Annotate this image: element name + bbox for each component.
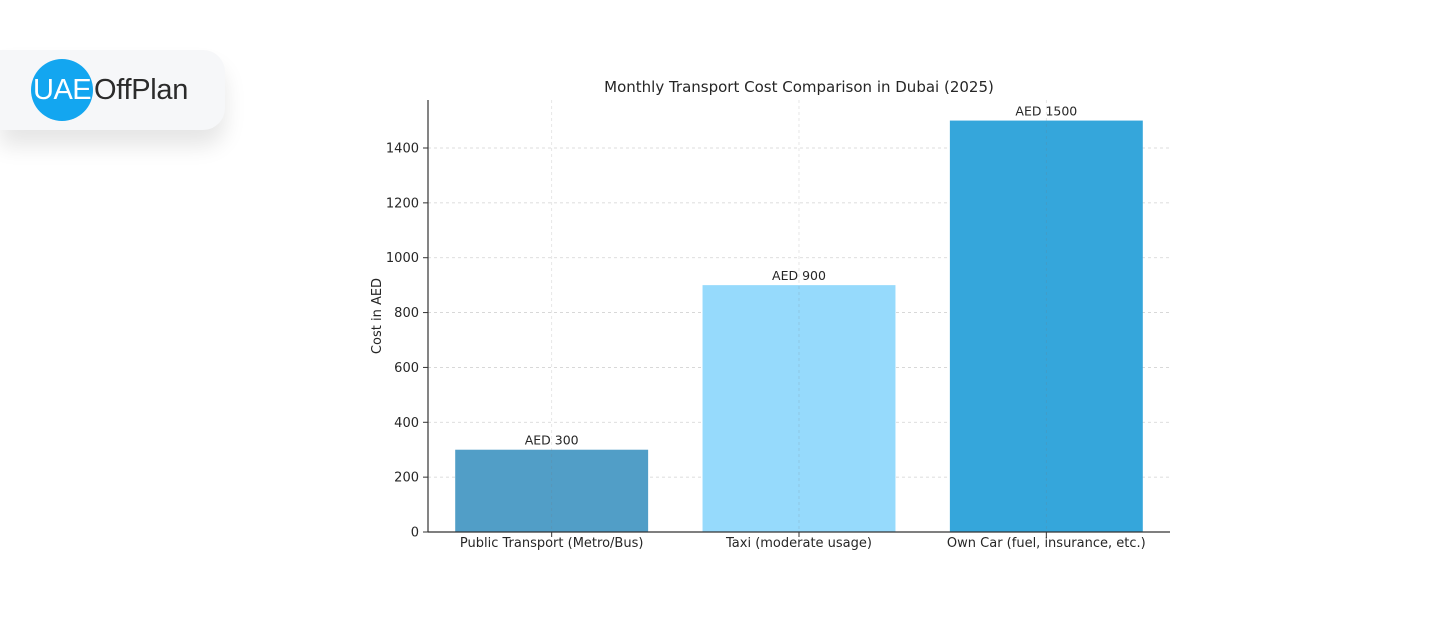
y-axis-label: Cost in AED [370,278,385,354]
y-tick-label: 400 [394,416,419,431]
axes [423,100,1170,537]
bar-data-label: AED 900 [772,268,826,283]
logo-text-offplan: OffPlan [94,74,189,106]
y-tick-label: 600 [394,361,419,376]
x-tick-label: Own Car (fuel, insurance, etc.) [947,536,1146,551]
logo-text-uae: UAE [33,74,92,106]
bar [949,120,1143,533]
y-tick-label: 1200 [386,196,419,211]
y-tick-label: 1000 [386,251,419,266]
y-tick-label: 200 [394,471,419,486]
x-tick-label: Taxi (moderate usage) [725,536,872,551]
bar-data-label: AED 300 [525,433,579,448]
vertical-grid-lines [551,100,1047,532]
bar [702,285,896,532]
logo-circle-icon [31,59,93,121]
labels: 0 200 400 600 800 1000 1200 1400 Public Transpor… [386,104,1146,551]
y-tick-label: 1400 [386,142,419,157]
bar [455,449,649,532]
chart-title: Monthly Transport Cost Comparison in Dub… [604,78,994,96]
y-tick-label: 800 [394,306,419,321]
x-tick-label: Public Transport (Metro/Bus) [460,536,644,551]
y-tick-label: 0 [411,526,419,541]
brand-logo[interactable]: UAE OffPlan [0,50,225,130]
bar-data-label: AED 1500 [1015,104,1077,119]
bars [455,120,1143,533]
